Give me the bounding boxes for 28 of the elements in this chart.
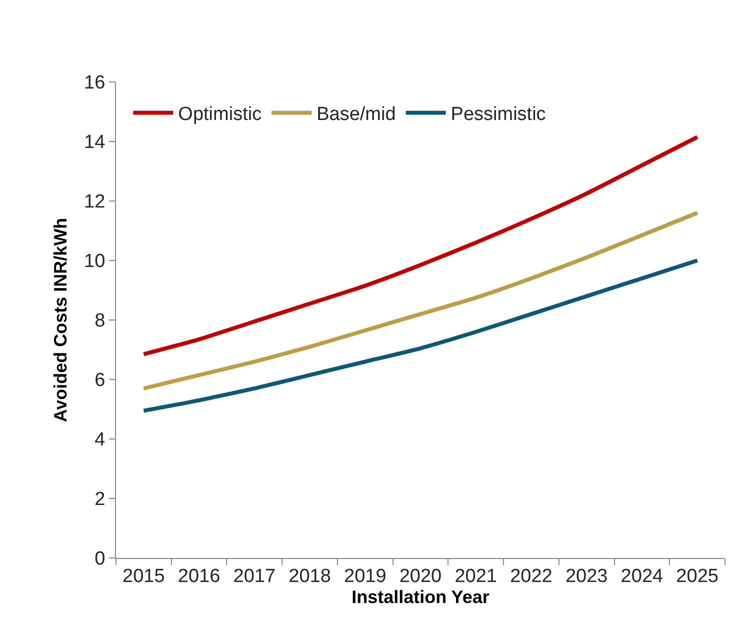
x-tick-label: 2019 [344,566,386,587]
x-tick-label: 2025 [676,566,718,587]
x-tick-label: 2023 [565,566,608,587]
x-tick-label: 2021 [454,566,497,587]
y-tick-label: 6 [94,370,106,392]
x-tick-label: 2020 [399,566,442,587]
y-tick-label: 0 [94,548,106,570]
legend-label: Optimistic [178,104,262,126]
line-series [142,135,700,356]
x-axis-title: Installation Year [352,586,490,607]
y-tick-label: 2 [94,489,106,510]
x-tick-label: 2022 [510,566,552,587]
legend-label: Pessimistic [450,104,546,126]
y-tick-label: 14 [84,132,106,154]
y-axis-title: Avoided Costs INR/kWh [50,218,70,422]
line-series [142,258,700,413]
x-tick-label: 2017 [233,566,276,587]
x-tick-label: 2024 [620,566,664,587]
x-tick-label: 2015 [122,566,165,587]
y-tick-label: 8 [94,310,106,332]
x-tick-label: 2018 [288,566,331,587]
y-tick-label: 10 [84,251,106,272]
legend-label: Base/mid [316,104,396,126]
x-tick-label: 2016 [178,566,220,587]
y-tick-label: 16 [84,72,106,94]
line-series [142,210,700,390]
y-tick-label: 4 [94,430,106,451]
y-tick-label: 12 [84,192,106,213]
